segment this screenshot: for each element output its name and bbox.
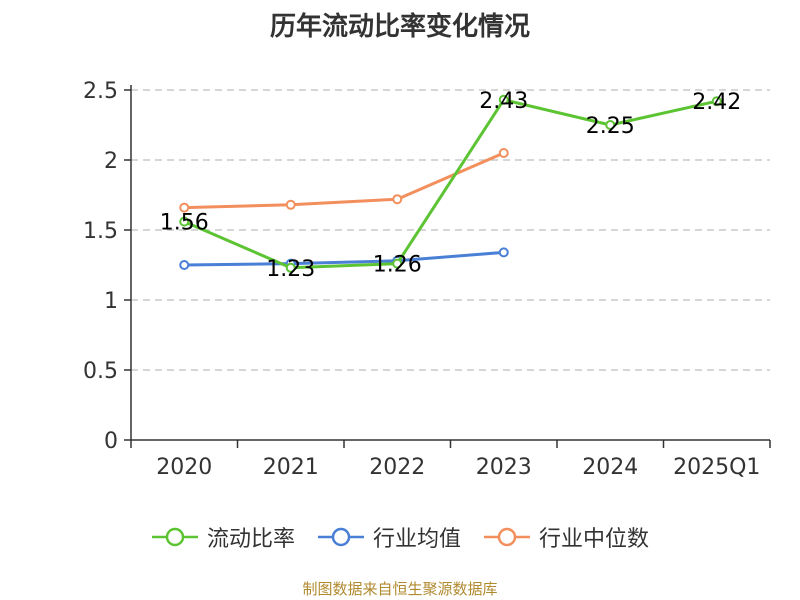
data-point	[285, 262, 296, 273]
data-label: 2.25	[586, 114, 635, 139]
data-point	[179, 202, 190, 213]
data-point	[285, 199, 296, 210]
y-tick-label: 2.5	[83, 79, 118, 104]
legend-line-marker-icon	[484, 527, 530, 547]
series-line	[183, 98, 718, 270]
data-point	[179, 260, 190, 270]
y-tick-label: 1.5	[83, 219, 118, 244]
data-label: 2.42	[692, 90, 741, 115]
legend-item-current-ratio[interactable]: 流动比率	[151, 521, 295, 553]
legend-item-industry-mean[interactable]: 行业均值	[317, 521, 461, 553]
legend-line-marker-icon	[317, 527, 364, 547]
data-label: 2.43	[479, 89, 528, 114]
legend-label: 流动比率	[206, 527, 295, 552]
x-tick-label: 2024	[582, 455, 638, 480]
y-tick-label: 1	[104, 289, 118, 314]
series-line	[184, 151, 505, 210]
legend: 流动比率 行业均值 行业中位数	[0, 521, 800, 553]
data-point	[711, 96, 722, 107]
data-label: 1.56	[160, 211, 209, 236]
data-point	[498, 94, 509, 105]
source-note: 制图数据来自恒生聚源数据库	[302, 580, 498, 598]
x-tick-label: 2021	[263, 455, 319, 480]
data-point	[392, 194, 403, 205]
legend-item-industry-median[interactable]: 行业中位数	[483, 521, 649, 553]
legend-line-marker-icon	[151, 527, 198, 547]
x-tick-label: 2020	[156, 455, 212, 480]
legend-label: 行业中位数	[539, 527, 650, 552]
x-tick-label: 2025Q1	[673, 455, 760, 480]
data-point	[392, 258, 403, 269]
data-label: 1.26	[373, 253, 422, 278]
data-point	[179, 216, 190, 227]
series-line	[184, 250, 504, 267]
y-tick-label: 0	[104, 429, 118, 454]
chart-title: 历年流动比率变化情况	[269, 12, 530, 42]
data-point	[605, 120, 616, 130]
data-label: 1.23	[266, 257, 315, 282]
data-point	[498, 247, 509, 258]
y-tick-label: 2	[104, 149, 118, 174]
legend-label: 行业均值	[372, 527, 461, 552]
x-tick-label: 2022	[369, 455, 425, 480]
data-point	[498, 148, 509, 158]
y-tick-label: 0.5	[83, 359, 118, 384]
x-tick-label: 2023	[476, 455, 532, 480]
